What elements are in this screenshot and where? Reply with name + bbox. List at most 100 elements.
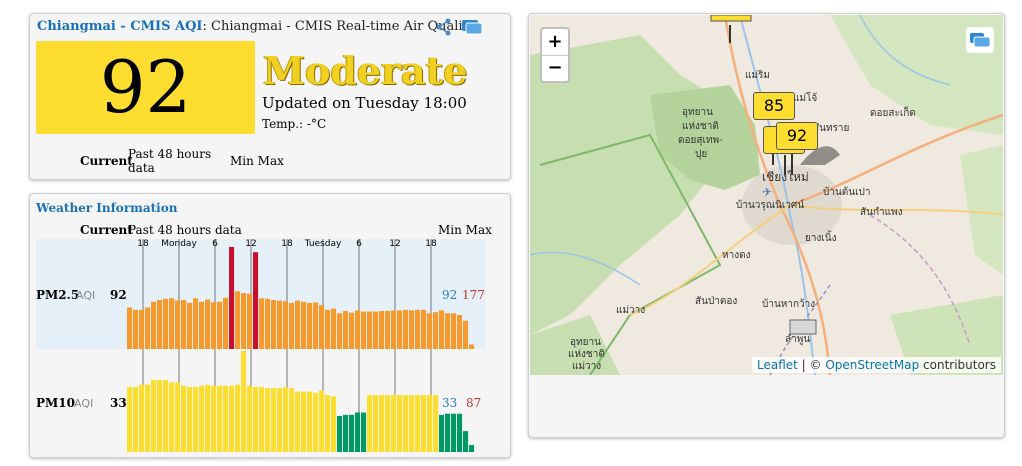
pm25-min: 92: [442, 288, 457, 302]
time-tick-label: Monday: [161, 239, 197, 249]
pm10-bar: [223, 385, 229, 452]
pm10-bar: [385, 395, 391, 452]
pm25-bar: [463, 320, 469, 349]
zoom-out-button[interactable]: −: [542, 55, 568, 81]
river: [859, 15, 951, 86]
pm25-bar: [175, 300, 181, 349]
pm10-bar: [259, 386, 265, 452]
pm10-label: PM10: [36, 396, 75, 410]
pm25-bar: [139, 309, 145, 349]
pm25-bar: [391, 310, 397, 349]
pm25-bar: [235, 291, 241, 349]
pm10-bar: [415, 395, 421, 452]
zoom-in-button[interactable]: +: [547, 31, 563, 52]
pm10-bar: [427, 395, 433, 452]
map-marker-85[interactable]: 85: [753, 92, 795, 120]
attrib-sep: | ©: [797, 358, 826, 372]
updated-time: Updated on Tuesday 18:00: [262, 94, 467, 112]
marker-gray: [789, 319, 817, 335]
pm10-bar: [337, 416, 343, 452]
pm10-bar: [187, 386, 193, 452]
pm10-bar: [451, 413, 457, 452]
station-description: : Chiangmai - CMIS Real-time Air Quality: [202, 19, 476, 34]
pm10-unit: AQI: [74, 397, 93, 410]
place-label: บ้านหากว้าง: [762, 298, 815, 310]
pm25-bar: [229, 247, 235, 349]
pm25-bar: [181, 300, 187, 349]
share-icon[interactable]: [435, 18, 453, 36]
pm10-bar: [241, 351, 247, 452]
map-view[interactable]: แม่ริม แม่โจ้ อุทยาน แห่งชาติ ดอยสุเทพ- …: [530, 15, 1003, 375]
pm25-bar: [433, 312, 439, 349]
weather-minmax-label: Min Max: [438, 223, 492, 237]
pm25-bar: [277, 300, 283, 349]
map-card: แม่ริม แม่โจ้ อุทยาน แห่งชาติ ดอยสุเทพ- …: [528, 13, 1005, 438]
pm25-bar: [211, 302, 217, 349]
pm10-bar: [355, 412, 361, 452]
pm25-label: PM2.5: [36, 288, 79, 302]
pm25-bar: [397, 310, 403, 349]
osm-link[interactable]: OpenStreetMap: [825, 358, 920, 372]
pm10-bar: [331, 396, 337, 452]
pm25-bar: [373, 311, 379, 349]
pm25-bar: [127, 307, 133, 349]
pm10-bar: [397, 395, 403, 452]
layers-icon[interactable]: [966, 27, 994, 53]
pm25-bar: [445, 313, 451, 349]
pm25-bar: [133, 309, 139, 349]
past-label-line1: Past 48 hours: [128, 147, 212, 161]
station-link[interactable]: Chiangmai - CMIS AQI: [37, 19, 203, 34]
pm10-bar: [145, 384, 151, 452]
pm10-bar: [127, 386, 133, 452]
pm25-bar: [337, 313, 343, 349]
pm10-bar: [469, 445, 475, 452]
pm25-bar: [301, 301, 307, 349]
airport-icon: ✈: [762, 185, 772, 199]
pm25-bar: [187, 302, 193, 349]
pm25-bar: [469, 344, 475, 349]
pm10-current: 33: [110, 396, 127, 410]
pm10-min: 33: [442, 396, 457, 410]
leaflet-link[interactable]: Leaflet: [757, 358, 798, 372]
pm10-bar: [463, 431, 469, 452]
pm10-bar: [307, 391, 313, 452]
pm10-bar: [163, 380, 169, 452]
history-chart: 18 Monday 6 12 18 Tuesday 6 12 18 PM2.5 AQI 92 9…: [36, 239, 486, 452]
pm10-bar: [133, 386, 139, 452]
pm10-bar: [349, 414, 355, 452]
pm25-bar: [157, 300, 163, 349]
pm25-bar: [145, 307, 151, 349]
main-road: [629, 204, 791, 316]
place-label: บ้านวรุณนิเวศน์: [736, 199, 804, 211]
place-label: อุทยาน: [570, 337, 601, 348]
pm10-bar: [157, 380, 163, 452]
map-marker-92[interactable]: 92: [776, 122, 818, 150]
pm10-bar: [379, 395, 385, 452]
weather-current-label: Current: [80, 223, 133, 237]
pm10-bar: [151, 380, 157, 452]
pm10-bar: [217, 385, 223, 452]
pm10-bar: [409, 395, 415, 452]
pm10-bar: [433, 395, 439, 452]
place-label: ดอยสุเทพ-: [678, 135, 723, 146]
pm25-bar: [361, 311, 367, 349]
pm25-bar: [199, 301, 205, 349]
pm25-bar: [307, 302, 313, 349]
weather-past-label: Past 48 hours data: [128, 223, 242, 237]
pm25-bar: [169, 298, 175, 349]
pm10-bar: [373, 395, 379, 452]
pm10-bar: [193, 386, 199, 452]
pm10-bar: [247, 385, 253, 452]
pm25-bar: [409, 310, 415, 349]
place-label: แม่วาง: [572, 361, 601, 372]
pm25-bar: [247, 293, 253, 349]
pm25-bar: [271, 300, 277, 349]
time-tick-label: 12: [389, 239, 400, 249]
widget-icon[interactable]: [460, 18, 484, 36]
pm25-bar: [421, 309, 427, 349]
pm10-bar: [175, 382, 181, 452]
place-label: ดอยสะเก็ด: [870, 105, 916, 119]
main-road: [723, 15, 832, 375]
pm10-bar: [211, 385, 217, 452]
place-label: เชียงใหม่: [762, 170, 809, 184]
